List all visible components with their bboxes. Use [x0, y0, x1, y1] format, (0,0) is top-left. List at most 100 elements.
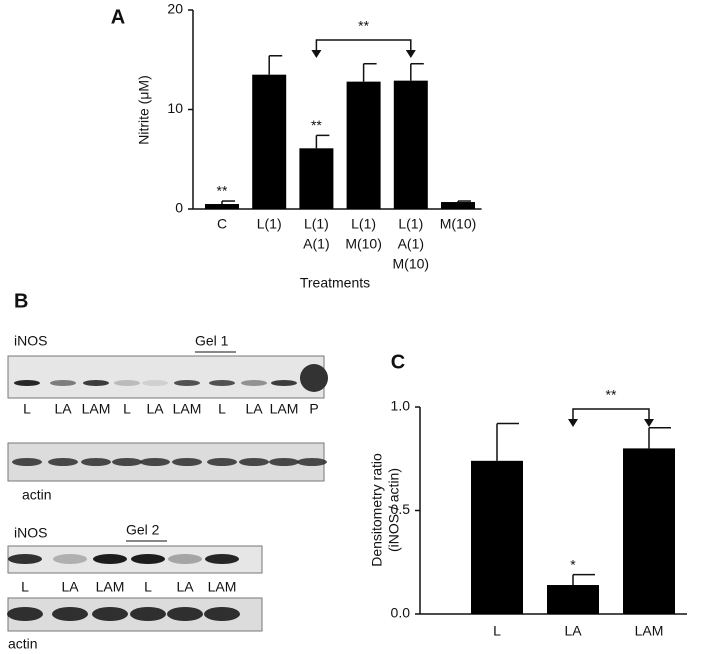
y-tick-label: 0.5 [391, 501, 411, 517]
lane-label: LAM [82, 401, 111, 417]
bar [623, 448, 675, 614]
gel-title: Gel 2 [126, 522, 160, 538]
bar [393, 80, 428, 210]
band [81, 458, 111, 466]
lane-label: LA [54, 401, 72, 417]
band [205, 554, 239, 564]
band [241, 380, 267, 386]
band [142, 380, 168, 386]
band [130, 607, 166, 621]
band [12, 458, 42, 466]
bar [299, 148, 334, 209]
band [53, 554, 87, 564]
y-axis-label: (iNOS / actin) [386, 468, 402, 552]
panel-label: B [14, 290, 28, 312]
band [114, 380, 140, 386]
band [300, 364, 328, 392]
lane-label: LAM [173, 401, 202, 417]
blot-panel: B iNOS Gel 1 actin iNOS Gel 2 actin [7, 290, 325, 652]
bar [471, 460, 523, 614]
band [92, 607, 128, 621]
band [207, 458, 237, 466]
lane-label: L [21, 579, 29, 595]
band [297, 458, 327, 466]
significance: * [570, 556, 576, 572]
lane-label: L [123, 401, 131, 417]
gel-title: Gel 1 [195, 333, 229, 349]
arrowhead [644, 419, 654, 427]
band [52, 607, 88, 621]
blot-target: iNOS [14, 333, 47, 349]
y-tick-label: 0 [175, 200, 183, 216]
blot-target: iNOS [14, 525, 47, 541]
x-tick-label: M(10) [393, 256, 430, 272]
panel-label: C [391, 351, 405, 373]
lane-label: P [309, 401, 318, 417]
bar [346, 81, 381, 209]
comparison-bracket [315, 39, 412, 52]
comparison-bracket [572, 408, 650, 421]
y-axis-label: Nitrite (μM) [136, 75, 152, 145]
lane-label: L [144, 579, 152, 595]
band [7, 607, 43, 621]
x-axis-label: Treatments [300, 275, 370, 291]
band [83, 380, 109, 386]
band [14, 380, 40, 386]
significance: ** [358, 18, 369, 34]
band [93, 554, 127, 564]
y-tick-label: 20 [167, 1, 183, 17]
bar [547, 585, 599, 614]
band [204, 607, 240, 621]
band [168, 554, 202, 564]
x-tick-label: A(1) [303, 236, 329, 252]
band [209, 380, 235, 386]
bar [441, 202, 475, 209]
arrowhead [311, 50, 322, 58]
band [50, 380, 76, 386]
lane-label: L [23, 401, 31, 417]
significance: ** [606, 387, 617, 403]
y-tick-label: 1.0 [391, 398, 411, 414]
band [167, 607, 203, 621]
y-axis-label: Densitometry ratio [369, 453, 385, 567]
x-tick-label: LAM [635, 623, 664, 639]
significance: ** [311, 117, 322, 133]
blot-control: actin [22, 487, 52, 503]
band [8, 554, 42, 564]
blot-control: actin [8, 636, 38, 652]
band [112, 458, 142, 466]
band [172, 458, 202, 466]
x-tick-label: L(1) [398, 216, 423, 232]
band [271, 380, 297, 386]
band [174, 380, 200, 386]
x-tick-label: M(10) [440, 216, 477, 232]
x-tick-label: L [493, 623, 501, 639]
y-tick-label: 0.0 [391, 605, 411, 621]
band [239, 458, 269, 466]
x-tick-label: L(1) [351, 216, 376, 232]
lane-label: LAM [96, 579, 125, 595]
x-tick-label: LA [564, 623, 582, 639]
lane-label: LA [61, 579, 79, 595]
lane-label: LA [146, 401, 164, 417]
y-tick-label: 10 [167, 100, 183, 116]
lane-label: LAM [270, 401, 299, 417]
significance: ** [217, 183, 228, 199]
band [140, 458, 170, 466]
arrowhead [568, 419, 578, 427]
lane-label: L [218, 401, 226, 417]
band [131, 554, 165, 564]
panel-label: A [111, 6, 125, 28]
x-tick-label: L(1) [257, 216, 282, 232]
x-tick-label: C [217, 216, 227, 232]
x-tick-label: A(1) [398, 236, 424, 252]
arrowhead [405, 50, 416, 58]
x-tick-label: M(10) [345, 236, 382, 252]
band [269, 458, 299, 466]
x-tick-label: L(1) [304, 216, 329, 232]
lane-label: LAM [208, 579, 237, 595]
lane-label: LA [176, 579, 194, 595]
band [48, 458, 78, 466]
blot-strip [7, 355, 325, 399]
